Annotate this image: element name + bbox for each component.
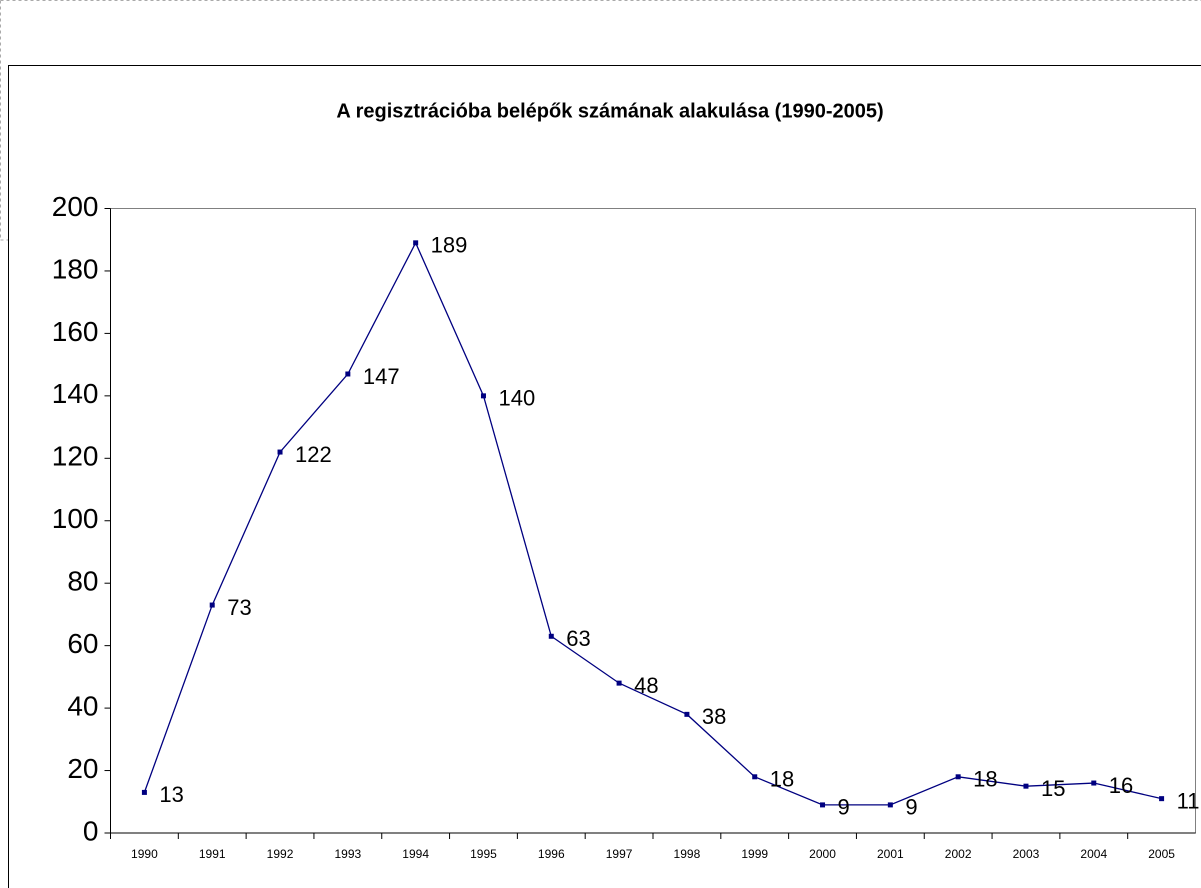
x-tick-label: 1995 <box>470 847 497 861</box>
y-tick-label: 200 <box>52 191 99 222</box>
y-tick-label: 60 <box>67 628 98 659</box>
marker <box>209 602 215 608</box>
marker <box>345 371 351 377</box>
y-tick-label: 40 <box>67 690 98 721</box>
marker <box>1091 780 1097 786</box>
x-tick-label: 2000 <box>809 847 836 861</box>
data-label: 11 <box>1177 788 1200 813</box>
marker <box>413 240 419 246</box>
data-label: 13 <box>159 782 183 807</box>
data-label: 189 <box>431 233 468 258</box>
data-label: 9 <box>838 795 850 820</box>
marker <box>1159 796 1165 802</box>
chart-title: A regisztrációba belépők számának alakul… <box>336 100 883 122</box>
marker <box>277 449 283 455</box>
marker <box>955 774 961 780</box>
y-tick-label: 20 <box>67 753 98 784</box>
x-tick-label: 1996 <box>538 847 565 861</box>
data-label: 73 <box>227 595 251 620</box>
data-label: 48 <box>634 673 658 698</box>
marker <box>1023 783 1029 789</box>
data-label: 63 <box>566 626 590 651</box>
data-label: 16 <box>1109 773 1133 798</box>
x-tick-label: 2005 <box>1148 847 1175 861</box>
x-tick-label: 2004 <box>1080 847 1107 861</box>
plot-area <box>110 208 1196 834</box>
data-label: 140 <box>498 386 535 411</box>
marker <box>684 711 690 717</box>
marker <box>820 802 826 808</box>
x-tick-label: 2002 <box>945 847 972 861</box>
line <box>143 241 1162 806</box>
marker <box>887 802 893 808</box>
x-tick-label: 1991 <box>199 847 226 861</box>
data-label: 147 <box>363 364 400 389</box>
marker <box>616 680 622 686</box>
x-tick-label: 2001 <box>877 847 904 861</box>
y-tick-label: 80 <box>67 566 98 597</box>
y-tick-label: 160 <box>52 316 99 347</box>
y-tick-label: 0 <box>83 815 99 846</box>
marker <box>548 633 554 639</box>
marker <box>141 789 147 795</box>
y-tick-label: 140 <box>52 378 99 409</box>
x-tick-label: 1998 <box>674 847 701 861</box>
y-tick-label: 100 <box>52 503 99 534</box>
x-tick-label: 1999 <box>741 847 768 861</box>
data-label: 18 <box>973 767 997 792</box>
data-label: 15 <box>1041 776 1065 801</box>
data-label: 18 <box>770 767 794 792</box>
x-tick-label: 1997 <box>606 847 633 861</box>
x-tick-label: 1990 <box>131 847 158 861</box>
data-label: 9 <box>905 795 917 820</box>
x-tick-label: 1992 <box>267 847 294 861</box>
data-label: 122 <box>295 442 332 467</box>
x-tick-label: 2003 <box>1013 847 1040 861</box>
data-label: 38 <box>702 704 726 729</box>
x-tick-label: 1994 <box>402 847 429 861</box>
y-tick-label: 180 <box>52 253 99 284</box>
y-tick-label: 120 <box>52 441 99 472</box>
marker <box>480 393 486 399</box>
x-tick-label: 1993 <box>334 847 361 861</box>
chart-frame <box>8 65 1201 888</box>
marker <box>752 774 758 780</box>
